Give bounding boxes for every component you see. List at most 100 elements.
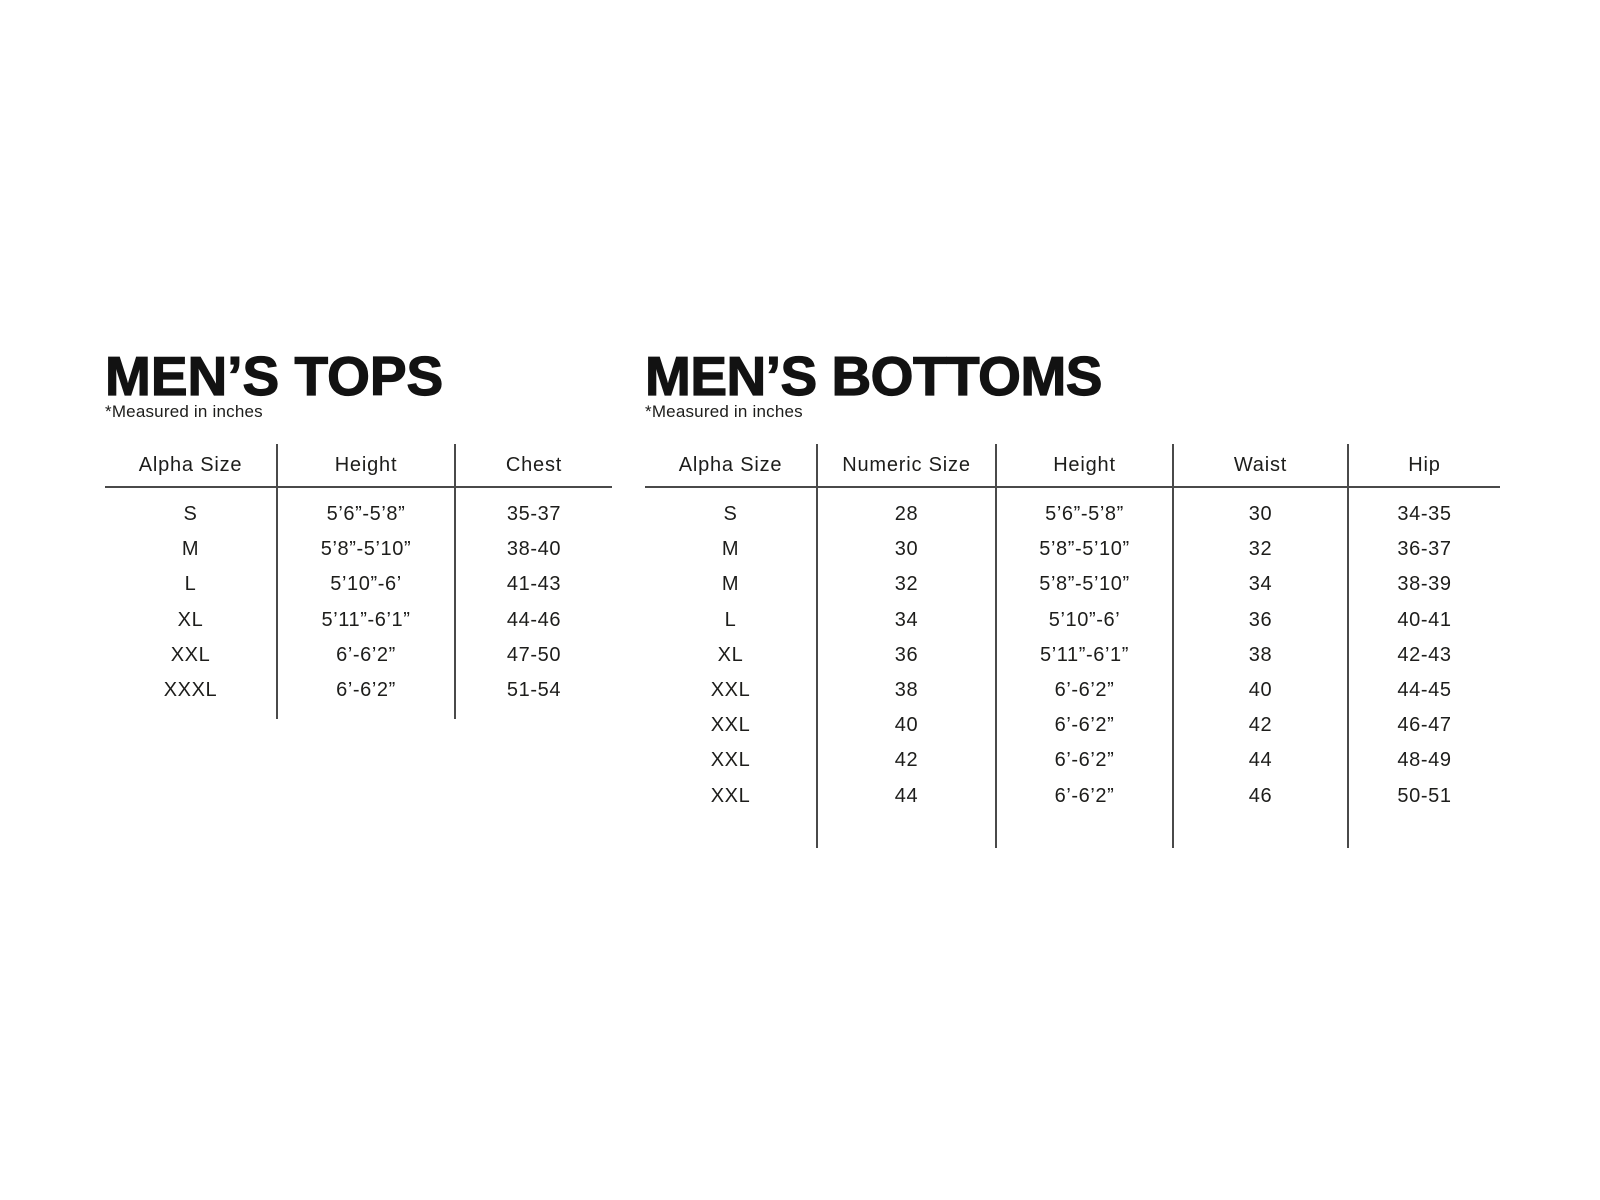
table-row: M 5’8”-5’10” 38-40 — [105, 532, 612, 568]
cell-alpha-size: XXL — [710, 714, 751, 737]
cell-hip: 48-49 — [1347, 743, 1500, 779]
header-gap-row — [645, 487, 1500, 497]
cell-height: 6’-6’2” — [276, 672, 455, 709]
cell-height: 6’-6’2” — [995, 778, 1173, 814]
column-header-waist: Waist — [1172, 444, 1348, 488]
cell-numeric-size: 28 — [816, 497, 996, 533]
cell-hip: 44-45 — [1347, 672, 1500, 709]
table-row: L 34 5’10”-6’ 36 40-41 — [645, 602, 1500, 638]
cell-alpha-size: M — [181, 538, 200, 561]
cell-hip: 40-41 — [1347, 602, 1500, 638]
mens-tops-table-header: Alpha Size Height Chest — [105, 444, 612, 488]
cell-hip: 36-37 — [1347, 532, 1500, 568]
column-header-hip: Hip — [1347, 444, 1500, 488]
mens-tops-section: MEN’S TOPS *Measured in inches Alpha Siz… — [104, 345, 612, 720]
cell-hip: 38-39 — [1347, 567, 1500, 603]
cell-height: 5’11”-6’1” — [276, 602, 455, 638]
column-header-height: Height — [995, 444, 1173, 488]
table-row: XXL 40 6’-6’2” 42 46-47 — [645, 708, 1500, 744]
table-row: XXL 6’-6’2” 47-50 — [105, 637, 612, 673]
cell-waist: 38 — [1172, 637, 1348, 673]
cell-waist: 34 — [1172, 567, 1348, 603]
cell-hip: 46-47 — [1347, 708, 1500, 744]
cell-alpha-size: S — [723, 503, 738, 526]
column-line-extension — [645, 813, 1500, 848]
mens-bottoms-table: Alpha Size Numeric Size Height Waist Hip… — [645, 444, 1500, 848]
cell-waist: 46 — [1172, 778, 1348, 814]
cell-waist: 30 — [1172, 497, 1348, 533]
table-row: M 30 5’8”-5’10” 32 36-37 — [645, 532, 1500, 568]
column-header-chest: Chest — [454, 444, 612, 488]
cell-height: 5’10”-6’ — [995, 602, 1173, 638]
table-row: M 32 5’8”-5’10” 34 38-39 — [645, 567, 1500, 603]
cell-height: 6’-6’2” — [995, 743, 1173, 779]
cell-height: 5’8”-5’10” — [276, 532, 455, 568]
cell-alpha-size: XXL — [170, 643, 211, 666]
cell-numeric-size: 36 — [816, 637, 996, 673]
table-row: XXL 44 6’-6’2” 46 50-51 — [645, 778, 1500, 814]
cell-waist: 40 — [1172, 672, 1348, 709]
cell-alpha-size: M — [721, 538, 740, 561]
cell-numeric-size: 32 — [816, 567, 996, 603]
mens-bottoms-section: MEN’S BOTTOMS *Measured in inches Alpha … — [644, 345, 1500, 848]
cell-waist: 32 — [1172, 532, 1348, 568]
cell-alpha-size: L — [184, 573, 197, 596]
cell-waist: 44 — [1172, 743, 1348, 779]
cell-alpha-size: XXL — [710, 679, 751, 702]
mens-tops-title: MEN’S TOPS — [104, 345, 444, 407]
cell-chest: 51-54 — [454, 672, 612, 709]
cell-numeric-size: 38 — [816, 672, 996, 709]
cell-alpha-size: XXL — [710, 749, 751, 772]
header-row: Alpha Size Numeric Size Height Waist Hip — [645, 444, 1500, 488]
cell-chest: 47-50 — [454, 637, 612, 673]
cell-height: 5’6”-5’8” — [276, 497, 455, 533]
column-header-alpha-size: Alpha Size — [645, 444, 817, 488]
header-gap-row — [105, 487, 612, 497]
cell-height: 6’-6’2” — [995, 672, 1173, 709]
cell-alpha-size: XL — [717, 643, 744, 666]
cell-waist: 42 — [1172, 708, 1348, 744]
cell-alpha-size: M — [721, 573, 740, 596]
column-header-alpha-size: Alpha Size — [105, 444, 277, 488]
column-line-extension — [105, 708, 612, 720]
cell-alpha-size: XXXL — [163, 679, 218, 702]
cell-waist: 36 — [1172, 602, 1348, 638]
cell-alpha-size: L — [724, 608, 737, 631]
table-row: XXL 38 6’-6’2” 40 44-45 — [645, 672, 1500, 709]
column-header-height: Height — [276, 444, 455, 488]
cell-numeric-size: 30 — [816, 532, 996, 568]
header-row: Alpha Size Height Chest — [105, 444, 612, 488]
mens-tops-subtitle: *Measured in inches — [105, 402, 263, 421]
cell-height: 5’6”-5’8” — [995, 497, 1173, 533]
cell-hip: 42-43 — [1347, 637, 1500, 673]
mens-tops-table: Alpha Size Height Chest S 5’6”-5’8” 35-3… — [105, 444, 612, 720]
cell-numeric-size: 44 — [816, 778, 996, 814]
table-row: XL 5’11”-6’1” 44-46 — [105, 602, 612, 638]
cell-alpha-size: S — [183, 503, 198, 526]
column-header-numeric-size: Numeric Size — [816, 444, 996, 488]
mens-bottoms-subtitle: *Measured in inches — [645, 402, 803, 421]
table-row: XXXL 6’-6’2” 51-54 — [105, 672, 612, 709]
table-row: XXL 42 6’-6’2” 44 48-49 — [645, 743, 1500, 779]
cell-chest: 44-46 — [454, 602, 612, 638]
cell-numeric-size: 40 — [816, 708, 996, 744]
cell-chest: 38-40 — [454, 532, 612, 568]
cell-numeric-size: 34 — [816, 602, 996, 638]
cell-numeric-size: 42 — [816, 743, 996, 779]
cell-chest: 41-43 — [454, 567, 612, 603]
cell-height: 5’10”-6’ — [276, 567, 455, 603]
cell-height: 6’-6’2” — [276, 637, 455, 673]
table-row: XL 36 5’11”-6’1” 38 42-43 — [645, 637, 1500, 673]
cell-hip: 34-35 — [1347, 497, 1500, 533]
mens-bottoms-title: MEN’S BOTTOMS — [644, 345, 1103, 407]
cell-height: 5’8”-5’10” — [995, 567, 1173, 603]
cell-alpha-size: XXL — [710, 784, 751, 807]
mens-bottoms-table-header: Alpha Size Numeric Size Height Waist Hip — [645, 444, 1500, 488]
table-row: S 5’6”-5’8” 35-37 — [105, 497, 612, 533]
cell-chest: 35-37 — [454, 497, 612, 533]
table-row: L 5’10”-6’ 41-43 — [105, 567, 612, 603]
cell-hip: 50-51 — [1347, 778, 1500, 814]
cell-height: 5’8”-5’10” — [995, 532, 1173, 568]
cell-alpha-size: XL — [177, 608, 204, 631]
cell-height: 6’-6’2” — [995, 708, 1173, 744]
